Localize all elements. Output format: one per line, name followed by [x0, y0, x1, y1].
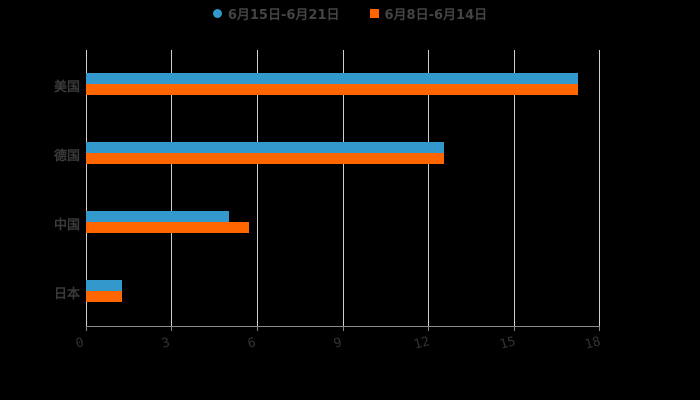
bar-de-series-2[interactable]	[86, 153, 444, 164]
gridline	[514, 50, 515, 326]
bar-jp-series-2[interactable]	[86, 291, 122, 302]
x-tick	[171, 326, 172, 331]
x-tick	[257, 326, 258, 331]
gridline	[428, 50, 429, 326]
gridline	[257, 50, 258, 326]
legend-label-series-2: 6月8日-6月14日	[384, 8, 488, 23]
x-tick-label: 0	[74, 335, 86, 352]
bar-us-series-2[interactable]	[86, 84, 578, 95]
bar-de-series-1[interactable]	[86, 142, 444, 153]
gridline	[86, 50, 87, 326]
x-tick-label: 15	[498, 334, 518, 353]
gridline	[171, 50, 172, 326]
category-label-jp: 日本	[53, 287, 80, 302]
series-1-marker-icon	[212, 9, 222, 18]
x-tick	[343, 326, 344, 331]
series-2-marker-icon	[369, 9, 379, 18]
bar-jp-series-1[interactable]	[86, 280, 122, 291]
legend-item-series-1[interactable]: 6月15日-6月21日	[212, 4, 340, 23]
plot-area	[86, 50, 600, 326]
gridline	[343, 50, 344, 326]
category-label-us: 美国	[53, 80, 80, 95]
category-label-cn: 中国	[53, 218, 80, 233]
legend-label-series-1: 6月15日-6月21日	[227, 8, 340, 23]
x-tick-label: 12	[412, 334, 432, 353]
x-tick	[514, 326, 515, 331]
legend: 6月15日-6月21日 6月8日-6月14日	[0, 4, 700, 23]
x-tick	[86, 326, 87, 331]
gridline	[599, 50, 600, 326]
x-tick-label: 3	[160, 335, 172, 352]
bar-us-series-1[interactable]	[86, 73, 578, 84]
legend-item-series-2[interactable]: 6月8日-6月14日	[369, 4, 488, 23]
x-tick	[599, 326, 600, 331]
bar-cn-series-2[interactable]	[86, 222, 249, 233]
x-tick-label: 18	[583, 334, 603, 353]
category-label-de: 德国	[53, 149, 80, 164]
x-tick	[428, 326, 429, 331]
x-tick-label: 9	[332, 335, 344, 352]
bar-cn-series-1[interactable]	[86, 211, 229, 222]
x-tick-label: 6	[246, 335, 258, 352]
